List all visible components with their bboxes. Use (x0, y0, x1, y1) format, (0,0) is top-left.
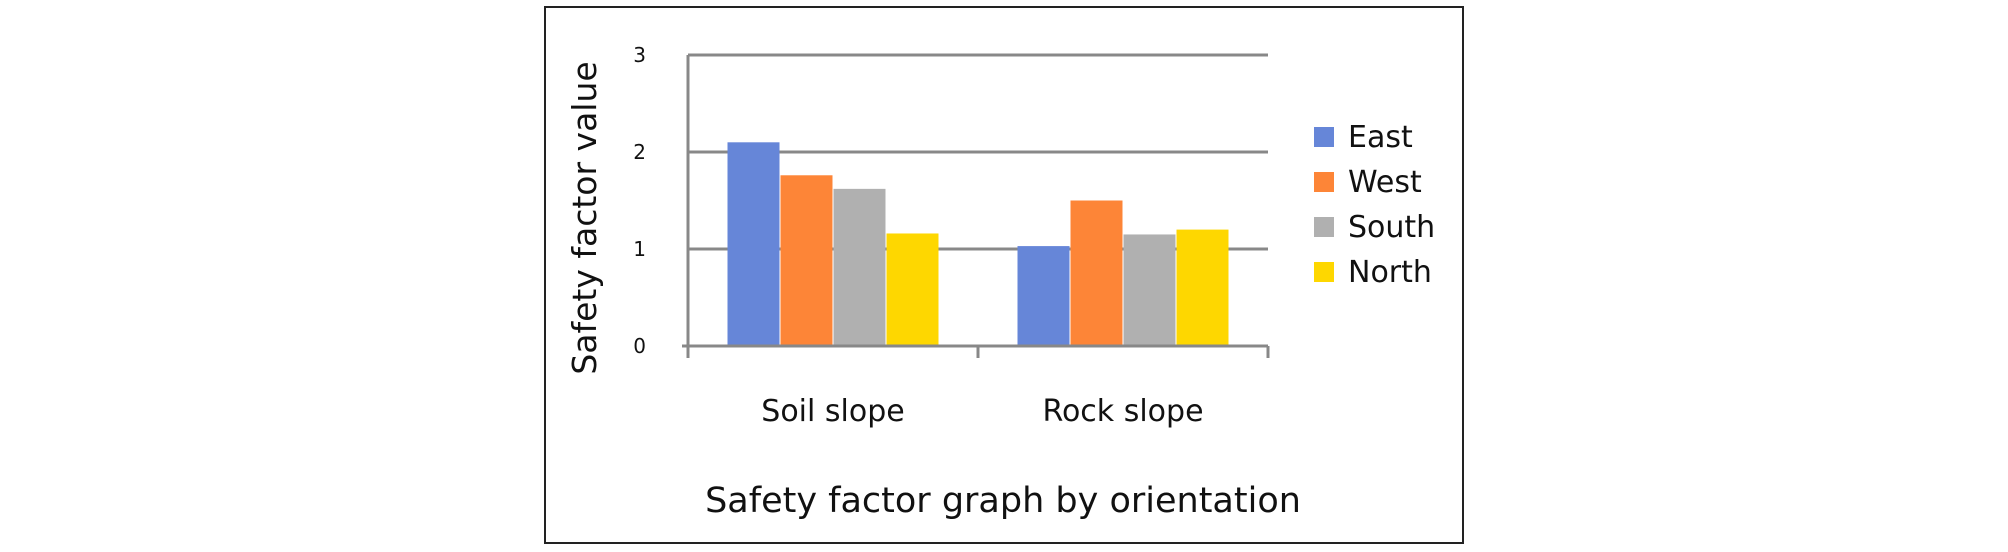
y-tick-label: 1 (633, 237, 646, 261)
axes (682, 55, 1270, 358)
legend-label-east: East (1348, 120, 1413, 155)
legend: East West South North (1314, 120, 1435, 290)
chart-title: Safety factor graph by orientation (705, 481, 1301, 521)
bar-north-soil-slope (886, 233, 939, 346)
legend-swatch-west (1314, 172, 1334, 192)
bar-south-soil-slope (833, 188, 886, 346)
bar-south-rock-slope (1123, 234, 1176, 346)
chart-frame (544, 6, 1464, 544)
bars (727, 142, 1229, 346)
y-tick-label: 0 (633, 334, 646, 358)
category-labels: Soil slope Rock slope (761, 394, 1203, 429)
bar-west-soil-slope (780, 175, 833, 346)
y-tick-label: 3 (633, 43, 646, 67)
y-tick-labels: 0 1 2 3 (633, 43, 646, 358)
x-category-label: Rock slope (1042, 394, 1203, 429)
legend-label-west: West (1348, 165, 1422, 200)
legend-swatch-south (1314, 217, 1334, 237)
legend-swatch-east (1314, 127, 1334, 147)
y-axis-title: Safety factor value (565, 61, 604, 374)
x-category-label: Soil slope (761, 394, 904, 429)
y-tick-label: 2 (633, 140, 646, 164)
legend-label-south: South (1348, 210, 1435, 245)
bar-north-rock-slope (1176, 229, 1229, 346)
legend-swatch-north (1314, 262, 1334, 282)
bar-west-rock-slope (1070, 200, 1123, 346)
legend-label-north: North (1348, 255, 1432, 290)
bar-east-soil-slope (727, 142, 780, 346)
bar-east-rock-slope (1017, 246, 1070, 346)
